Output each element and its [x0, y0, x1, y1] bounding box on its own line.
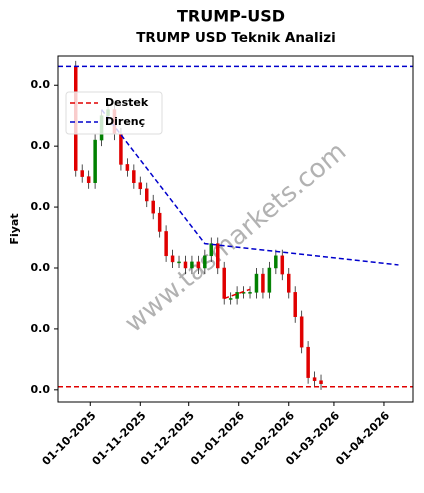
candle-body — [119, 133, 123, 165]
y-tick-label: 0.0 — [31, 200, 51, 213]
legend-label: Destek — [105, 96, 149, 109]
candle-body — [274, 255, 278, 269]
candle-body — [80, 170, 84, 177]
y-tick-label: 0.0 — [31, 78, 51, 91]
candle-body — [203, 255, 207, 269]
candle-body — [145, 188, 149, 202]
watermark: www.tasmarkets.com — [119, 136, 352, 338]
y-axis-label: Fiyat — [8, 213, 21, 244]
candle-body — [177, 261, 181, 264]
candle-body — [261, 273, 265, 293]
candle-body — [164, 231, 168, 257]
candle-body — [312, 377, 317, 381]
x-tick-label: 01-04-2026 — [333, 409, 392, 468]
candle-body — [299, 316, 304, 348]
candle-body — [293, 292, 297, 317]
candle-body — [157, 212, 162, 232]
chart-subtitle: TRUMP USD Teknik Analizi — [136, 30, 336, 46]
candle-body — [138, 182, 143, 190]
candle-body — [306, 346, 310, 378]
candle-body — [222, 267, 226, 299]
candle-body — [280, 255, 285, 275]
candle-body — [125, 164, 130, 171]
candle-body — [196, 261, 201, 269]
candle-body — [209, 243, 214, 257]
candle-body — [183, 261, 188, 269]
candle-body — [132, 170, 136, 183]
y-tick-label: 0.0 — [31, 139, 51, 152]
candle-body — [170, 255, 175, 263]
support-line — [223, 288, 251, 300]
y-tick-label: 0.0 — [31, 261, 51, 274]
candle-body — [254, 273, 259, 293]
candle-body — [216, 243, 220, 269]
candle-body — [86, 176, 91, 183]
legend-label: Direnç — [105, 115, 145, 128]
y-tick-label: 0.0 — [31, 383, 51, 396]
chart-title: TRUMP-USD — [177, 7, 285, 26]
candle-body — [190, 261, 194, 269]
candle-body — [267, 267, 272, 293]
candle-body — [93, 139, 97, 183]
resistance-line — [100, 109, 399, 266]
y-tick-label: 0.0 — [31, 322, 51, 335]
candle-body — [287, 273, 291, 293]
plot-frame — [57, 55, 414, 403]
candle-body — [151, 200, 155, 214]
candle-body — [248, 292, 252, 294]
candle-body — [319, 380, 323, 384]
candle-body — [228, 298, 233, 300]
candle-body — [235, 292, 239, 299]
